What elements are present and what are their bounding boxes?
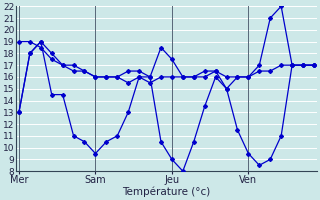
X-axis label: Température (°c): Température (°c) — [122, 187, 211, 197]
